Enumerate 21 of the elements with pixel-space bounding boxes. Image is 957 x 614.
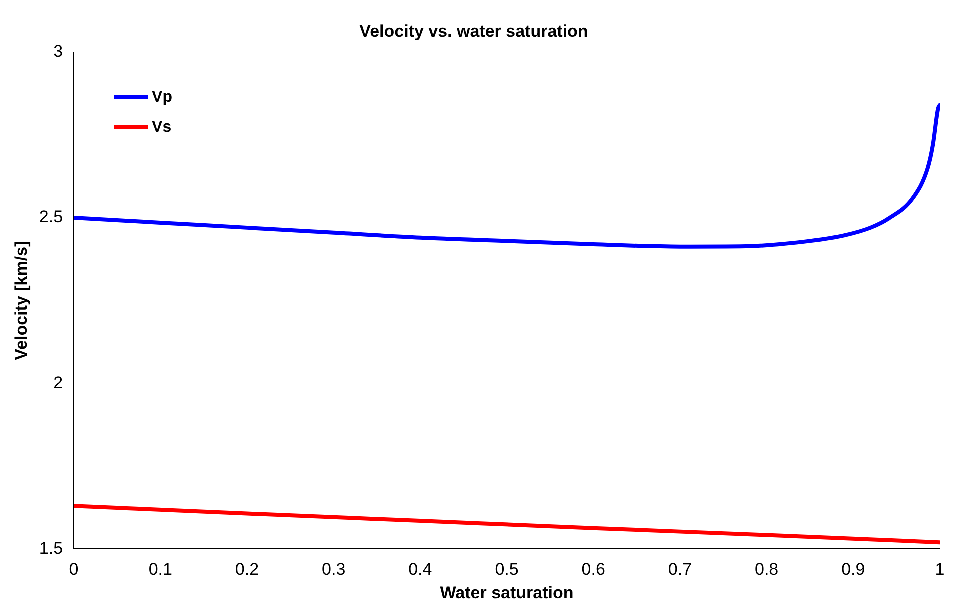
x-tick-label: 0.8 — [754, 560, 779, 580]
legend-label: Vs — [152, 118, 172, 136]
y-tick-label: 1.5 — [39, 538, 64, 558]
y-tick-label: 2.5 — [39, 208, 64, 227]
chart-title: Velocity vs. water saturation — [360, 22, 588, 41]
x-tick-label: 0.9 — [842, 560, 866, 580]
x-tick-label: 0.4 — [408, 560, 432, 580]
x-tick-label: 0.7 — [668, 560, 692, 580]
x-tick-label: 0.6 — [582, 560, 606, 580]
x-axis-title: Water saturation — [440, 583, 574, 602]
x-tick-label: 0.1 — [148, 560, 172, 580]
x-tick-label: 0 — [69, 560, 79, 580]
x-tick-label: 0.3 — [322, 560, 346, 580]
x-tick-label: 0.2 — [235, 560, 260, 580]
legend-label: Vp — [152, 88, 173, 106]
y-tick-label: 3 — [54, 42, 64, 62]
y-axis-title: Velocity [km/s] — [12, 241, 31, 360]
line-series — [74, 504, 940, 545]
x-tick-label: 1 — [935, 560, 945, 580]
y-tick-label: 2 — [54, 373, 64, 392]
x-tick-label: 0.5 — [495, 560, 519, 580]
